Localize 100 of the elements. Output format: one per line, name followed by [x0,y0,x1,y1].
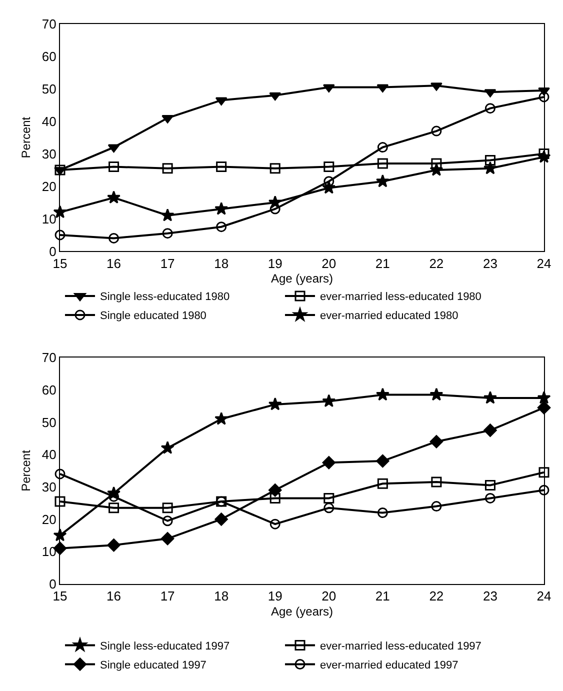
point [54,164,66,176]
point [376,388,390,401]
point [322,456,336,470]
point [377,158,388,169]
point [324,176,334,187]
point [162,228,173,239]
y-axis-title: Percent [19,449,34,492]
point [537,390,551,404]
point [483,390,497,404]
x-tick-label: 24 [536,588,552,604]
point [537,401,551,414]
y-tick-label: 70 [42,16,56,32]
point [107,538,120,552]
point [54,496,66,507]
point [270,163,280,174]
point [538,467,550,478]
point [377,142,388,153]
x-tick-label: 20 [322,256,336,271]
point [53,528,67,542]
point [538,484,550,496]
x-tick-label: 21 [375,588,390,604]
x-tick-label: 22 [429,588,444,604]
x-tick-label: 23 [482,256,498,271]
point [538,148,550,160]
x-axis-title: Age (years) [270,604,334,618]
point [214,412,228,425]
point [214,202,228,215]
point [269,92,282,101]
legend-label: ever-married educated 1980 [320,310,458,322]
point [216,162,227,172]
legend-label: Single educated 1997 [100,660,206,672]
point [324,502,334,514]
point [160,208,174,222]
point [270,492,280,504]
point [108,144,120,153]
point [322,180,336,194]
point [376,454,390,468]
point [108,232,120,244]
point [162,163,173,174]
y-axis-title: Percent [19,116,34,158]
x-tick-label: 19 [268,256,282,271]
point [377,478,388,489]
point [484,103,496,114]
legend-label: Single less-educated 1997 [100,640,230,653]
x-tick-label: 17 [160,588,175,604]
point [54,230,66,240]
point [160,441,174,454]
point [483,161,497,174]
y-tick-label: 10 [42,211,56,226]
x-tick-label: 23 [482,588,498,604]
y-tick-label: 60 [42,48,56,64]
point [431,126,442,136]
x-tick-label: 18 [214,256,229,271]
y-tick-label: 50 [42,414,56,430]
x-tick-label: 24 [536,256,552,271]
point [377,508,388,518]
legend-label: Single educated 1980 [100,310,206,322]
x-tick-label: 19 [268,588,282,604]
y-tick-label: 20 [42,178,56,194]
point [322,394,336,408]
point [54,468,66,480]
point [484,155,496,166]
y-tick-label: 70 [42,350,56,366]
x-tick-label: 22 [429,256,444,271]
y-tick-label: 20 [42,512,56,527]
point [376,174,390,188]
y-tick-label: 40 [42,114,56,129]
point [324,162,334,172]
point [430,162,444,176]
point [431,476,442,488]
point [108,162,120,172]
point [484,424,497,437]
legend-label: ever-married less-educated 1997 [320,640,482,653]
point [431,501,442,512]
point [160,532,174,546]
x-tick-label: 16 [106,588,122,604]
x-tick-label: 18 [214,588,229,604]
y-tick-label: 30 [42,146,56,162]
point [270,518,280,530]
x-axis-title: Age (years) [270,272,334,286]
point [268,195,282,208]
y-tick-label: 40 [42,447,56,462]
legend-label: ever-married educated 1997 [320,660,458,672]
point [162,516,173,526]
y-tick-label: 0 [49,576,56,592]
x-tick-label: 17 [160,256,175,271]
point [214,512,228,526]
point [484,492,496,504]
point [537,150,551,163]
point [484,480,496,491]
point [538,92,550,102]
x-tick-label: 16 [106,256,122,271]
y-tick-label: 60 [42,382,56,398]
point [324,492,334,504]
x-tick-label: 15 [52,588,68,604]
point [268,484,282,497]
point [268,397,282,410]
legend-label: ever-married less-educated 1980 [320,291,482,304]
y-tick-label: 50 [42,81,56,96]
point [430,388,444,401]
